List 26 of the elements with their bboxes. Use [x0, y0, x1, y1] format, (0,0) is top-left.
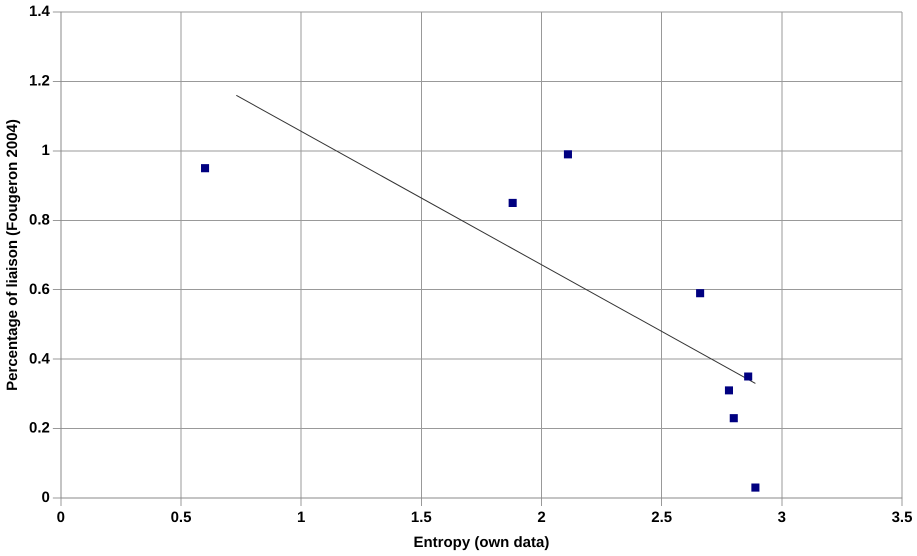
x-tick-label: 1	[297, 509, 306, 526]
point	[696, 289, 704, 298]
y-tick-label: 0.6	[28, 280, 50, 298]
y-tick-label: 1.4	[28, 3, 50, 20]
y-tick-label: 0.8	[28, 211, 50, 228]
point	[508, 198, 517, 207]
point	[724, 386, 733, 394]
x-tick-label: 3	[778, 509, 786, 526]
point	[730, 414, 738, 422]
point	[201, 164, 210, 172]
point	[751, 484, 760, 492]
x-tick-label: 0	[56, 509, 66, 526]
x-axis-title: Entropy (own data)	[414, 534, 550, 552]
point	[744, 372, 752, 381]
y-tick-label: 1	[42, 142, 50, 159]
x-tick-label: 3.5	[892, 509, 912, 526]
y-tick-label: 0.4	[28, 350, 50, 368]
x-tick-label: 2.5	[651, 509, 672, 526]
x-tick-label: 0.5	[170, 509, 192, 526]
y-axis-title: Percentage of liaison (Fougeron 2004)	[4, 119, 22, 391]
y-tick-label: 0.2	[28, 420, 50, 437]
x-tick-label: 1.5	[410, 509, 432, 526]
x-tick-label: 2	[537, 509, 546, 526]
y-tick-label: 0	[42, 489, 50, 506]
point	[564, 150, 572, 158]
y-tick-label: 1.2	[28, 72, 50, 90]
